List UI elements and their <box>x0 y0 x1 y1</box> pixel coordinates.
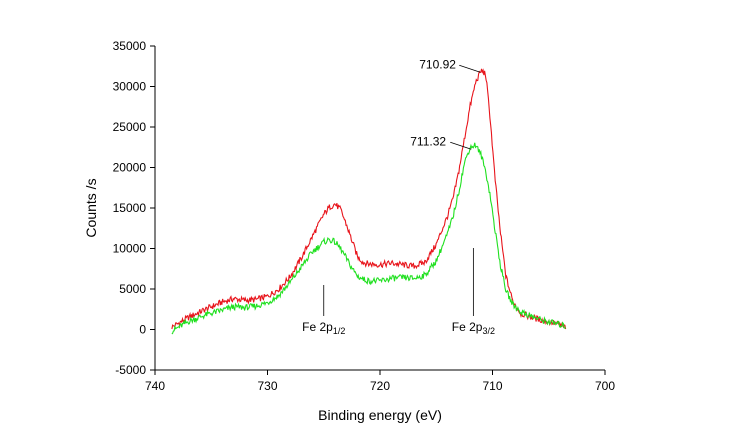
y-tick-label: 20000 <box>113 161 147 175</box>
x-tick-label: 730 <box>257 379 277 393</box>
x-axis-title: Binding energy (eV) <box>318 407 442 423</box>
y-tick-label: 10000 <box>113 242 147 256</box>
y-tick-label: 15000 <box>113 201 147 215</box>
x-tick-label: 700 <box>595 379 615 393</box>
axes <box>154 46 605 371</box>
ticks: -5000 0 5000 10000 15000 20000 25000 30000 35000… <box>113 39 616 393</box>
y-tick-label: 35000 <box>113 39 147 53</box>
y-tick-label: 25000 <box>113 120 147 134</box>
y-tick-label: 5000 <box>119 282 146 296</box>
series-line-1 <box>171 68 567 330</box>
annotation-label: Fe 2p1/2 <box>302 320 345 336</box>
peak-label: 711.32 <box>410 134 446 148</box>
y-tick-label: 30000 <box>113 80 147 94</box>
x-tick-label: 710 <box>482 379 502 393</box>
peak-label: 710.92 <box>419 57 456 71</box>
x-tick-label: 720 <box>370 379 390 393</box>
y-tick-label: -5000 <box>115 363 146 377</box>
peak-leader-line <box>459 64 481 73</box>
series-line-2 <box>171 142 566 335</box>
y-axis-title: Counts /s <box>83 178 99 237</box>
annotation-label: Fe 2p3/2 <box>452 320 495 336</box>
x-tick-label: 740 <box>145 379 165 393</box>
peak-leader-line <box>450 141 472 150</box>
series-layer <box>171 68 567 335</box>
y-tick-label: 0 <box>139 323 146 337</box>
labels: 710.92 711.32 Fe 2p1/2 Fe 2p3/2 <box>302 57 495 336</box>
